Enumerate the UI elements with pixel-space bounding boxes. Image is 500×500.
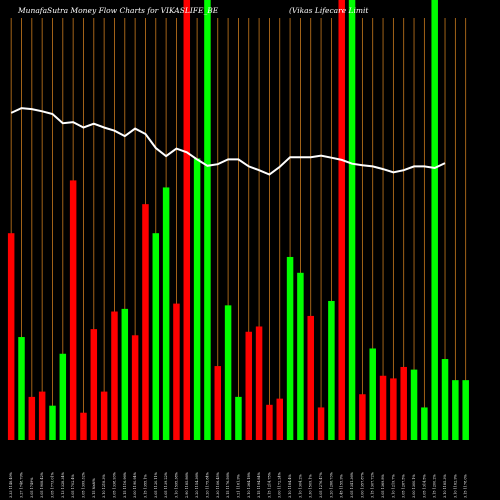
bar-mark bbox=[121, 308, 129, 440]
bar-mark bbox=[224, 305, 232, 440]
x-tick-label: 3.20 1154.36% bbox=[195, 471, 199, 498]
bar-mark bbox=[214, 366, 222, 440]
x-tick-label: 3.05 1908.42% bbox=[40, 471, 44, 498]
x-tick-label: 3.10 1364.18% bbox=[247, 471, 251, 498]
bar-mark bbox=[162, 187, 170, 440]
x-tick-label: 3.05 1139.22% bbox=[164, 471, 168, 498]
bar-mark bbox=[317, 407, 325, 440]
x-tick-label: 3.05 1702.4% bbox=[71, 474, 75, 498]
bar-mark bbox=[152, 233, 160, 440]
bar-mark bbox=[49, 405, 56, 440]
bar-mark bbox=[38, 391, 46, 440]
bar-mark bbox=[90, 329, 98, 440]
x-tick-label: 3.05 1276.47% bbox=[319, 471, 323, 498]
bar-mark bbox=[410, 369, 418, 440]
bar-mark bbox=[142, 204, 149, 440]
bar-mark bbox=[421, 407, 428, 440]
bar-mark bbox=[390, 378, 397, 440]
x-tick-label: 3.10 1595.38% bbox=[174, 471, 178, 498]
x-tick-label: 3.15 1200.2% bbox=[433, 474, 437, 498]
x-tick-label: 3.05 1369.8% bbox=[381, 474, 385, 498]
bar-mark bbox=[7, 233, 15, 440]
bar-mark bbox=[276, 398, 283, 440]
x-tick-label: 3.15 1176.56% bbox=[226, 471, 230, 498]
chart-subtitle: (Vikas Lifecare Limit bbox=[289, 6, 369, 15]
bar-mark bbox=[173, 303, 180, 440]
bar-mark bbox=[183, 0, 191, 440]
bar-mark bbox=[328, 300, 335, 440]
x-tick-label: 3.00 1190.94% bbox=[133, 471, 137, 498]
bar-series bbox=[7, 0, 469, 440]
bar-mark bbox=[59, 353, 67, 440]
x-tick-labels: 3.33 1148.49% 3.27 1748.79% 3.05 1749% 3.05… bbox=[9, 471, 468, 498]
x-tick-label: 3.13 1328.34% bbox=[61, 471, 65, 498]
x-tick-label: 3.30 1509.1% bbox=[309, 474, 313, 498]
bar-mark bbox=[18, 337, 25, 440]
x-tick-label: 3.05 1267.5% bbox=[402, 474, 406, 498]
x-tick-label: 3.20 1266.73% bbox=[329, 471, 333, 498]
x-tick-label: 3.00 1172.24% bbox=[278, 471, 282, 498]
x-tick-label: 3.15 1194.84% bbox=[257, 471, 261, 498]
x-tick-label: 3.45 1155.9% bbox=[340, 474, 344, 498]
bar-mark bbox=[286, 256, 294, 440]
bar-mark bbox=[255, 326, 263, 440]
x-tick-label: 3.05 1399.32% bbox=[81, 471, 85, 498]
bar-mark bbox=[266, 404, 273, 440]
bar-mark bbox=[462, 380, 469, 440]
bar-mark bbox=[297, 272, 304, 440]
x-tick-label: 3.10 1304.2% bbox=[298, 474, 302, 498]
x-tick-label: 2.90 1185.86% bbox=[185, 471, 189, 498]
x-tick-label: 3.33 1148.49% bbox=[9, 471, 13, 498]
x-tick-label: 3.05 1773.01% bbox=[50, 471, 54, 498]
price-line bbox=[10, 107, 446, 176]
x-tick-label: 3.30 1106.45% bbox=[216, 471, 220, 498]
bar-mark bbox=[441, 359, 449, 440]
x-tick-label: 3.10 1162.9% bbox=[453, 474, 457, 498]
x-tick-label: 3.05 1314.5% bbox=[422, 474, 426, 498]
x-tick-label: 3.10 1218.3% bbox=[102, 474, 106, 498]
bar-mark bbox=[193, 158, 201, 440]
bar-mark bbox=[359, 394, 366, 440]
bar-mark bbox=[100, 391, 108, 440]
x-tick-label: 3.00 1300.1% bbox=[412, 474, 416, 498]
x-tick-label: 3.05 1338.93% bbox=[112, 471, 116, 498]
bar-mark bbox=[338, 0, 345, 440]
bar-mark bbox=[28, 396, 36, 440]
x-tick-label: 3.10 1219.7% bbox=[391, 474, 395, 498]
bar-mark bbox=[307, 315, 314, 440]
chart-title: MunafaSutra Money Flow Charts for VIKASL… bbox=[17, 6, 219, 15]
x-tick-label: 3.15 1214.75% bbox=[267, 471, 271, 498]
price-line-series bbox=[10, 107, 446, 176]
x-tick-label: 3.05 1749% bbox=[30, 477, 34, 498]
bar-mark bbox=[369, 348, 376, 440]
bar-mark bbox=[69, 180, 77, 440]
x-tick-label: 3.15 1307.72% bbox=[371, 471, 375, 498]
bar-mark bbox=[348, 0, 356, 440]
x-tick-label: 3.21 1161.9% bbox=[236, 474, 240, 498]
bar-mark bbox=[131, 335, 139, 440]
x-tick-label: 3.15 1116.96% bbox=[123, 471, 127, 498]
x-tick-label: 3.15 NaN% bbox=[92, 477, 96, 498]
bar-mark bbox=[235, 396, 242, 440]
x-tick-label: 3.15 1178.0% bbox=[464, 474, 468, 498]
bar-mark bbox=[204, 0, 211, 440]
x-tick-label: 3.27 1748.79% bbox=[19, 471, 23, 498]
x-tick-label: 3.20 1175.84% bbox=[205, 471, 209, 498]
bar-mark bbox=[379, 375, 387, 440]
bar-mark bbox=[245, 331, 253, 440]
x-tick-label: 3.05 1341.36% bbox=[350, 471, 354, 498]
bar-mark bbox=[400, 366, 407, 440]
bar-mark bbox=[431, 0, 438, 440]
x-tick-label: 3.10 1184.4% bbox=[288, 474, 292, 498]
bar-mark bbox=[80, 412, 87, 440]
x-tick-label: 3.10 1185.3% bbox=[443, 474, 447, 498]
x-tick-label: 3.05 1120.11% bbox=[154, 471, 158, 498]
x-tick-label: 3.00 1357.87% bbox=[360, 471, 364, 498]
bar-mark bbox=[111, 311, 118, 440]
x-tick-label: 3.15 1355.1% bbox=[143, 474, 147, 498]
bar-mark bbox=[452, 380, 459, 440]
